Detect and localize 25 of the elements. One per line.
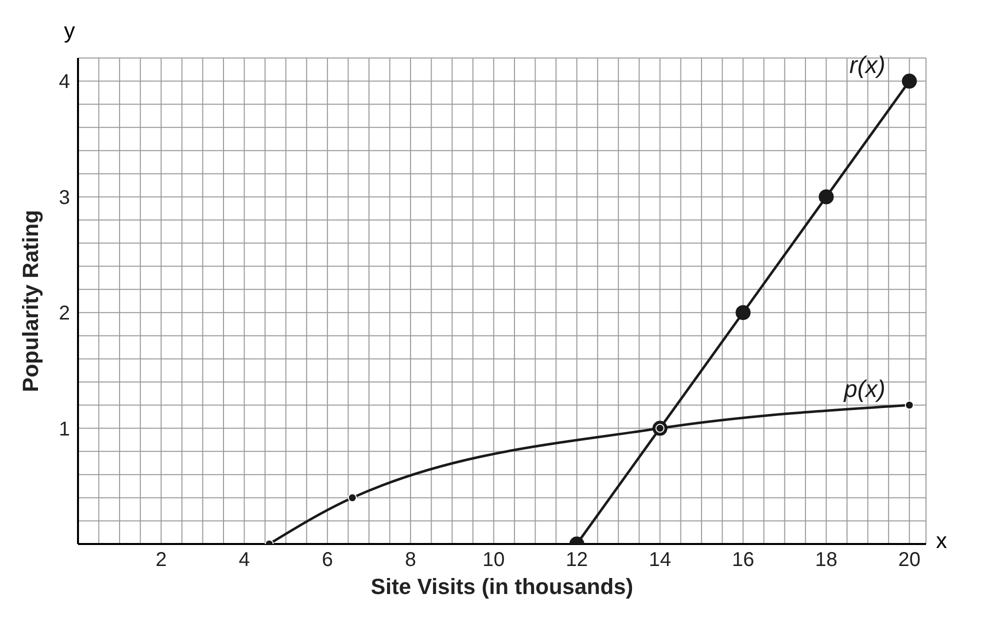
text: x xyxy=(936,528,947,554)
x-tick-label: 14 xyxy=(648,549,672,572)
y-tick-label: 4 xyxy=(58,71,70,94)
x-tick-label: 4 xyxy=(238,549,250,572)
series-label: r(x) xyxy=(849,52,886,80)
x-tick-label: 8 xyxy=(404,549,416,572)
x-tick-label: 10 xyxy=(482,549,505,572)
x-tick-label: 16 xyxy=(732,549,754,572)
series-label: p(x) xyxy=(843,376,886,404)
x-axis-title: Site Visits (in thousands) xyxy=(370,574,634,599)
text: y xyxy=(64,18,75,44)
point xyxy=(818,189,834,204)
y-axis-title: Popularity Rating xyxy=(18,210,43,392)
x-tick-label: 20 xyxy=(898,549,920,572)
y-tick-label: 3 xyxy=(58,186,70,209)
x-tick-label: 2 xyxy=(156,549,167,572)
point xyxy=(904,400,914,410)
point xyxy=(902,74,917,89)
x-tick-label: 6 xyxy=(322,549,333,572)
x-tick-label: 18 xyxy=(815,549,838,572)
y-tick-label: 2 xyxy=(58,302,70,325)
y-tick-label: 1 xyxy=(58,418,70,440)
point xyxy=(348,493,357,502)
point xyxy=(736,305,751,320)
x-tick-label: 12 xyxy=(566,549,588,572)
